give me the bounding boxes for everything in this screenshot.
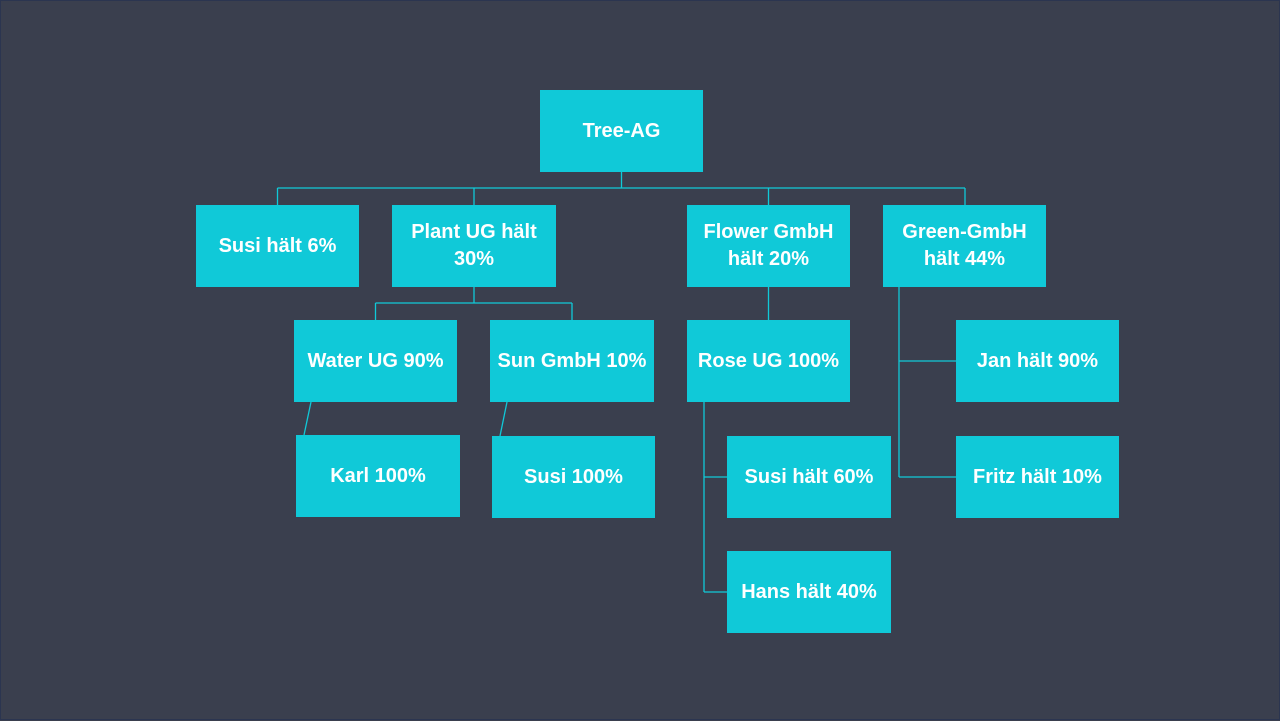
node-sun-gmbh: Sun GmbH 10% xyxy=(490,320,654,402)
node-susi-60: Susi hält 60% xyxy=(727,436,891,518)
connector-plant-children xyxy=(374,287,573,320)
node-water-ug: Water UG 90% xyxy=(294,320,457,402)
node-rose-ug: Rose UG 100% xyxy=(687,320,850,402)
node-green-gmbh: Green-GmbH hält 44% xyxy=(883,205,1046,287)
node-plant-ug: Plant UG hält 30% xyxy=(392,205,556,287)
node-fritz: Fritz hält 10% xyxy=(956,436,1119,518)
node-jan: Jan hält 90% xyxy=(956,320,1119,402)
connector-root-level1 xyxy=(276,172,966,205)
connector-water-karl xyxy=(303,401,312,436)
node-hans: Hans hält 40% xyxy=(727,551,891,633)
node-susi-6: Susi hält 6% xyxy=(196,205,359,287)
connector-sun-susi xyxy=(499,401,508,437)
connector-green-children xyxy=(898,287,956,478)
connector-rose-children xyxy=(703,402,727,593)
node-susi-100: Susi 100% xyxy=(492,436,655,518)
node-flower-gmbh: Flower GmbH hält 20% xyxy=(687,205,850,287)
node-tree-ag: Tree-AG xyxy=(540,90,703,172)
node-karl: Karl 100% xyxy=(296,435,460,517)
